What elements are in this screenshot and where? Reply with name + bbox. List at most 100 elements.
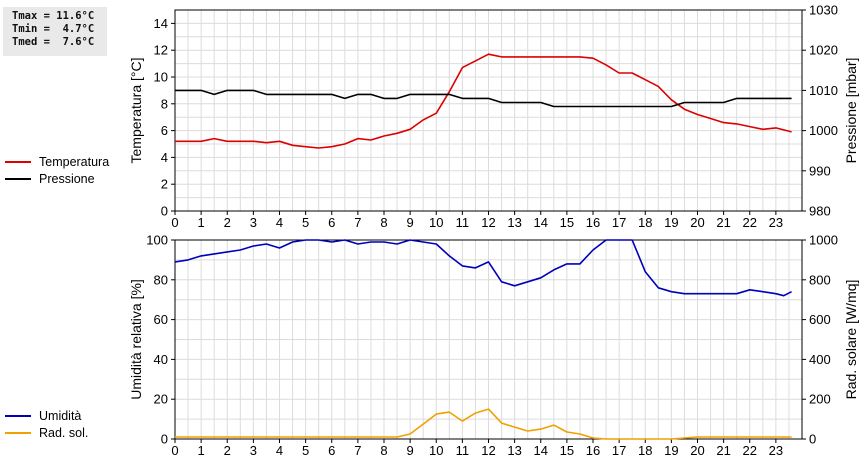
legend-swatch-pressione bbox=[5, 177, 31, 180]
panel1-x-tick-label: 14 bbox=[534, 215, 548, 230]
legend-top: Temperatura Pressione bbox=[5, 153, 109, 187]
legend-item-temperatura: Temperatura bbox=[5, 153, 109, 170]
legend-swatch-radsol bbox=[5, 431, 31, 434]
panel1-yr-tick-label: 980 bbox=[809, 204, 831, 219]
panel2-x-tick-label: 22 bbox=[743, 443, 757, 458]
panel2-x-tick-label: 18 bbox=[638, 443, 652, 458]
panel2-x-tick-label: 4 bbox=[276, 443, 283, 458]
panel2-yl-tick-label: 80 bbox=[154, 272, 168, 287]
panel1-x-tick-label: 2 bbox=[224, 215, 231, 230]
panel2-x-tick-label: 5 bbox=[302, 443, 309, 458]
panel1-yl-tick-label: 0 bbox=[161, 204, 168, 219]
panel2-yr-tick-label: 400 bbox=[809, 352, 831, 367]
legend-swatch-umidita bbox=[5, 414, 31, 417]
panel2-y-right-title: Rad. solare [W/mq] bbox=[843, 280, 859, 400]
legend-label-temperatura: Temperatura bbox=[39, 154, 110, 169]
legend-item-pressione: Pressione bbox=[5, 170, 109, 187]
panel1-x-tick-label: 0 bbox=[171, 215, 178, 230]
panel1-yl-tick-label: 4 bbox=[161, 150, 168, 165]
panel2-x-tick-label: 9 bbox=[407, 443, 414, 458]
panel2-yl-tick-label: 100 bbox=[146, 233, 168, 248]
panel2-yl-tick-label: 0 bbox=[161, 432, 168, 447]
legend-bottom: Umidità Rad. sol. bbox=[5, 407, 88, 441]
series-temperatura-line bbox=[175, 53, 792, 149]
panel1-x-tick-label: 3 bbox=[250, 215, 257, 230]
panel1-x-tick-label: 12 bbox=[481, 215, 495, 230]
panel2-x-tick-label: 8 bbox=[380, 443, 387, 458]
panel1-x-tick-label: 10 bbox=[429, 215, 443, 230]
tmed-text: Tmed = 7.6°C bbox=[12, 36, 95, 48]
panel2-x-tick-label: 12 bbox=[481, 443, 495, 458]
panel2-x-tick-label: 13 bbox=[507, 443, 521, 458]
panel1-x-tick-label: 15 bbox=[560, 215, 574, 230]
panel1-y-left-title: Temperatura [°C] bbox=[128, 58, 144, 164]
panel2-x-tick-label: 10 bbox=[429, 443, 443, 458]
panel1-x-tick-label: 16 bbox=[586, 215, 600, 230]
legend-label-radsol: Rad. sol. bbox=[39, 425, 89, 440]
panel1-x-tick-label: 18 bbox=[638, 215, 652, 230]
panel2-x-tick-label: 2 bbox=[224, 443, 231, 458]
series-rad-sol-line bbox=[175, 408, 792, 440]
panel1-yl-tick-label: 8 bbox=[161, 96, 168, 111]
panel2-y-left-title: Umidità relativa [%] bbox=[128, 279, 144, 400]
panel2-x-tick-label: 1 bbox=[198, 443, 205, 458]
panel2-yr-tick-label: 0 bbox=[809, 432, 816, 447]
panel1-x-tick-label: 11 bbox=[456, 215, 470, 230]
panel2-yr-tick-label: 200 bbox=[809, 392, 831, 407]
panel2-yl-tick-label: 20 bbox=[154, 392, 168, 407]
panel1-yl-tick-label: 6 bbox=[161, 123, 168, 138]
panel2-x-tick-label: 3 bbox=[250, 443, 257, 458]
series-pressione-line bbox=[175, 89, 792, 108]
panel2-x-tick-label: 0 bbox=[171, 443, 178, 458]
panel2-yr-tick-label: 600 bbox=[809, 312, 831, 327]
legend-label-umidita: Umidità bbox=[39, 408, 82, 423]
panel1-x-tick-label: 19 bbox=[664, 215, 678, 230]
panel1-x-tick-label: 13 bbox=[507, 215, 521, 230]
panel2-x-tick-label: 16 bbox=[586, 443, 600, 458]
panel2-x-tick-label: 7 bbox=[354, 443, 361, 458]
panel2-x-tick-label: 14 bbox=[534, 443, 548, 458]
panel2-x-tick-label: 23 bbox=[769, 443, 783, 458]
panel1-x-tick-label: 5 bbox=[302, 215, 309, 230]
panel1-x-tick-label: 8 bbox=[380, 215, 387, 230]
panel2-x-tick-label: 21 bbox=[716, 443, 730, 458]
panel1-yl-tick-label: 12 bbox=[154, 43, 168, 58]
panel2-yr-tick-label: 800 bbox=[809, 272, 831, 287]
panel2-yr-tick-label: 1000 bbox=[809, 233, 838, 248]
panel1-yr-tick-label: 990 bbox=[809, 163, 831, 178]
panel2-yl-tick-label: 40 bbox=[154, 352, 168, 367]
panel1-x-tick-label: 20 bbox=[690, 215, 704, 230]
legend-item-radsol: Rad. sol. bbox=[5, 424, 88, 441]
panel1-x-tick-label: 7 bbox=[354, 215, 361, 230]
tmin-text: Tmin = 4.7°C bbox=[12, 23, 95, 35]
panel1-x-tick-label: 23 bbox=[769, 215, 783, 230]
panel2-yl-tick-label: 60 bbox=[154, 312, 168, 327]
panel1-yl-tick-label: 10 bbox=[154, 70, 168, 85]
panel1-x-tick-label: 17 bbox=[612, 215, 626, 230]
panel1-yr-tick-label: 1010 bbox=[809, 83, 838, 98]
panel1-yr-tick-label: 1030 bbox=[809, 3, 838, 18]
legend-item-umidita: Umidità bbox=[5, 407, 88, 424]
series-umidit-line bbox=[174, 239, 792, 297]
panel1-yl-tick-label: 2 bbox=[161, 177, 168, 192]
panel1-yr-tick-label: 1020 bbox=[809, 43, 838, 58]
panel2-x-tick-label: 15 bbox=[560, 443, 574, 458]
panel1-yl-tick-label: 14 bbox=[154, 16, 168, 31]
panel1-x-tick-label: 1 bbox=[198, 215, 205, 230]
panel1-x-tick-label: 9 bbox=[407, 215, 414, 230]
panel2-x-tick-label: 17 bbox=[612, 443, 626, 458]
panel2-x-tick-label: 20 bbox=[690, 443, 704, 458]
tmax-text: Tmax = 11.6°C bbox=[12, 10, 95, 22]
panel2-x-tick-label: 11 bbox=[456, 443, 470, 458]
legend-label-pressione: Pressione bbox=[39, 171, 95, 186]
panel1-x-tick-label: 21 bbox=[716, 215, 730, 230]
stats-box: Tmax = 11.6°C Tmin = 4.7°C Tmed = 7.6°C bbox=[3, 7, 107, 56]
legend-swatch-temperatura bbox=[5, 160, 31, 163]
panel1-yr-tick-label: 1000 bbox=[809, 123, 838, 138]
panel1-x-tick-label: 6 bbox=[328, 215, 335, 230]
panel1-x-tick-label: 4 bbox=[276, 215, 283, 230]
panel2-x-tick-label: 19 bbox=[664, 443, 678, 458]
panel1-x-tick-label: 22 bbox=[743, 215, 757, 230]
panel1-y-right-title: Pressione [mbar] bbox=[843, 58, 859, 164]
